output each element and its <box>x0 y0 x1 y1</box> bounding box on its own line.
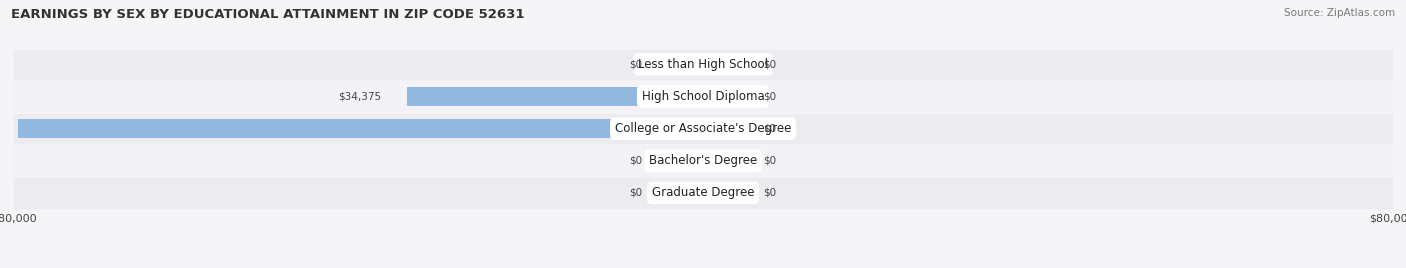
Bar <box>703 119 738 138</box>
Bar <box>669 184 703 202</box>
Bar <box>669 55 703 74</box>
Bar <box>14 178 1392 208</box>
Text: $0: $0 <box>630 188 643 198</box>
Text: $0: $0 <box>630 156 643 166</box>
Bar <box>14 114 1392 143</box>
Text: $0: $0 <box>630 59 643 69</box>
Text: High School Diploma: High School Diploma <box>641 90 765 103</box>
Text: Graduate Degree: Graduate Degree <box>652 187 754 199</box>
Text: Less than High School: Less than High School <box>638 58 768 71</box>
Bar <box>703 184 738 202</box>
Text: Source: ZipAtlas.com: Source: ZipAtlas.com <box>1284 8 1395 18</box>
Text: $34,375: $34,375 <box>337 91 381 102</box>
Bar <box>14 146 1392 176</box>
Bar <box>703 55 738 74</box>
Bar <box>18 119 703 138</box>
Text: $0: $0 <box>763 91 776 102</box>
Bar <box>703 87 738 106</box>
Bar <box>406 87 703 106</box>
Bar <box>669 151 703 170</box>
Text: College or Associate's Degree: College or Associate's Degree <box>614 122 792 135</box>
Bar <box>14 50 1392 79</box>
Text: $0: $0 <box>763 188 776 198</box>
Text: $0: $0 <box>763 156 776 166</box>
Text: $0: $0 <box>763 59 776 69</box>
Text: Bachelor's Degree: Bachelor's Degree <box>650 154 756 167</box>
Bar <box>703 151 738 170</box>
Text: EARNINGS BY SEX BY EDUCATIONAL ATTAINMENT IN ZIP CODE 52631: EARNINGS BY SEX BY EDUCATIONAL ATTAINMEN… <box>11 8 524 21</box>
Bar <box>14 82 1392 111</box>
Text: $0: $0 <box>763 124 776 134</box>
